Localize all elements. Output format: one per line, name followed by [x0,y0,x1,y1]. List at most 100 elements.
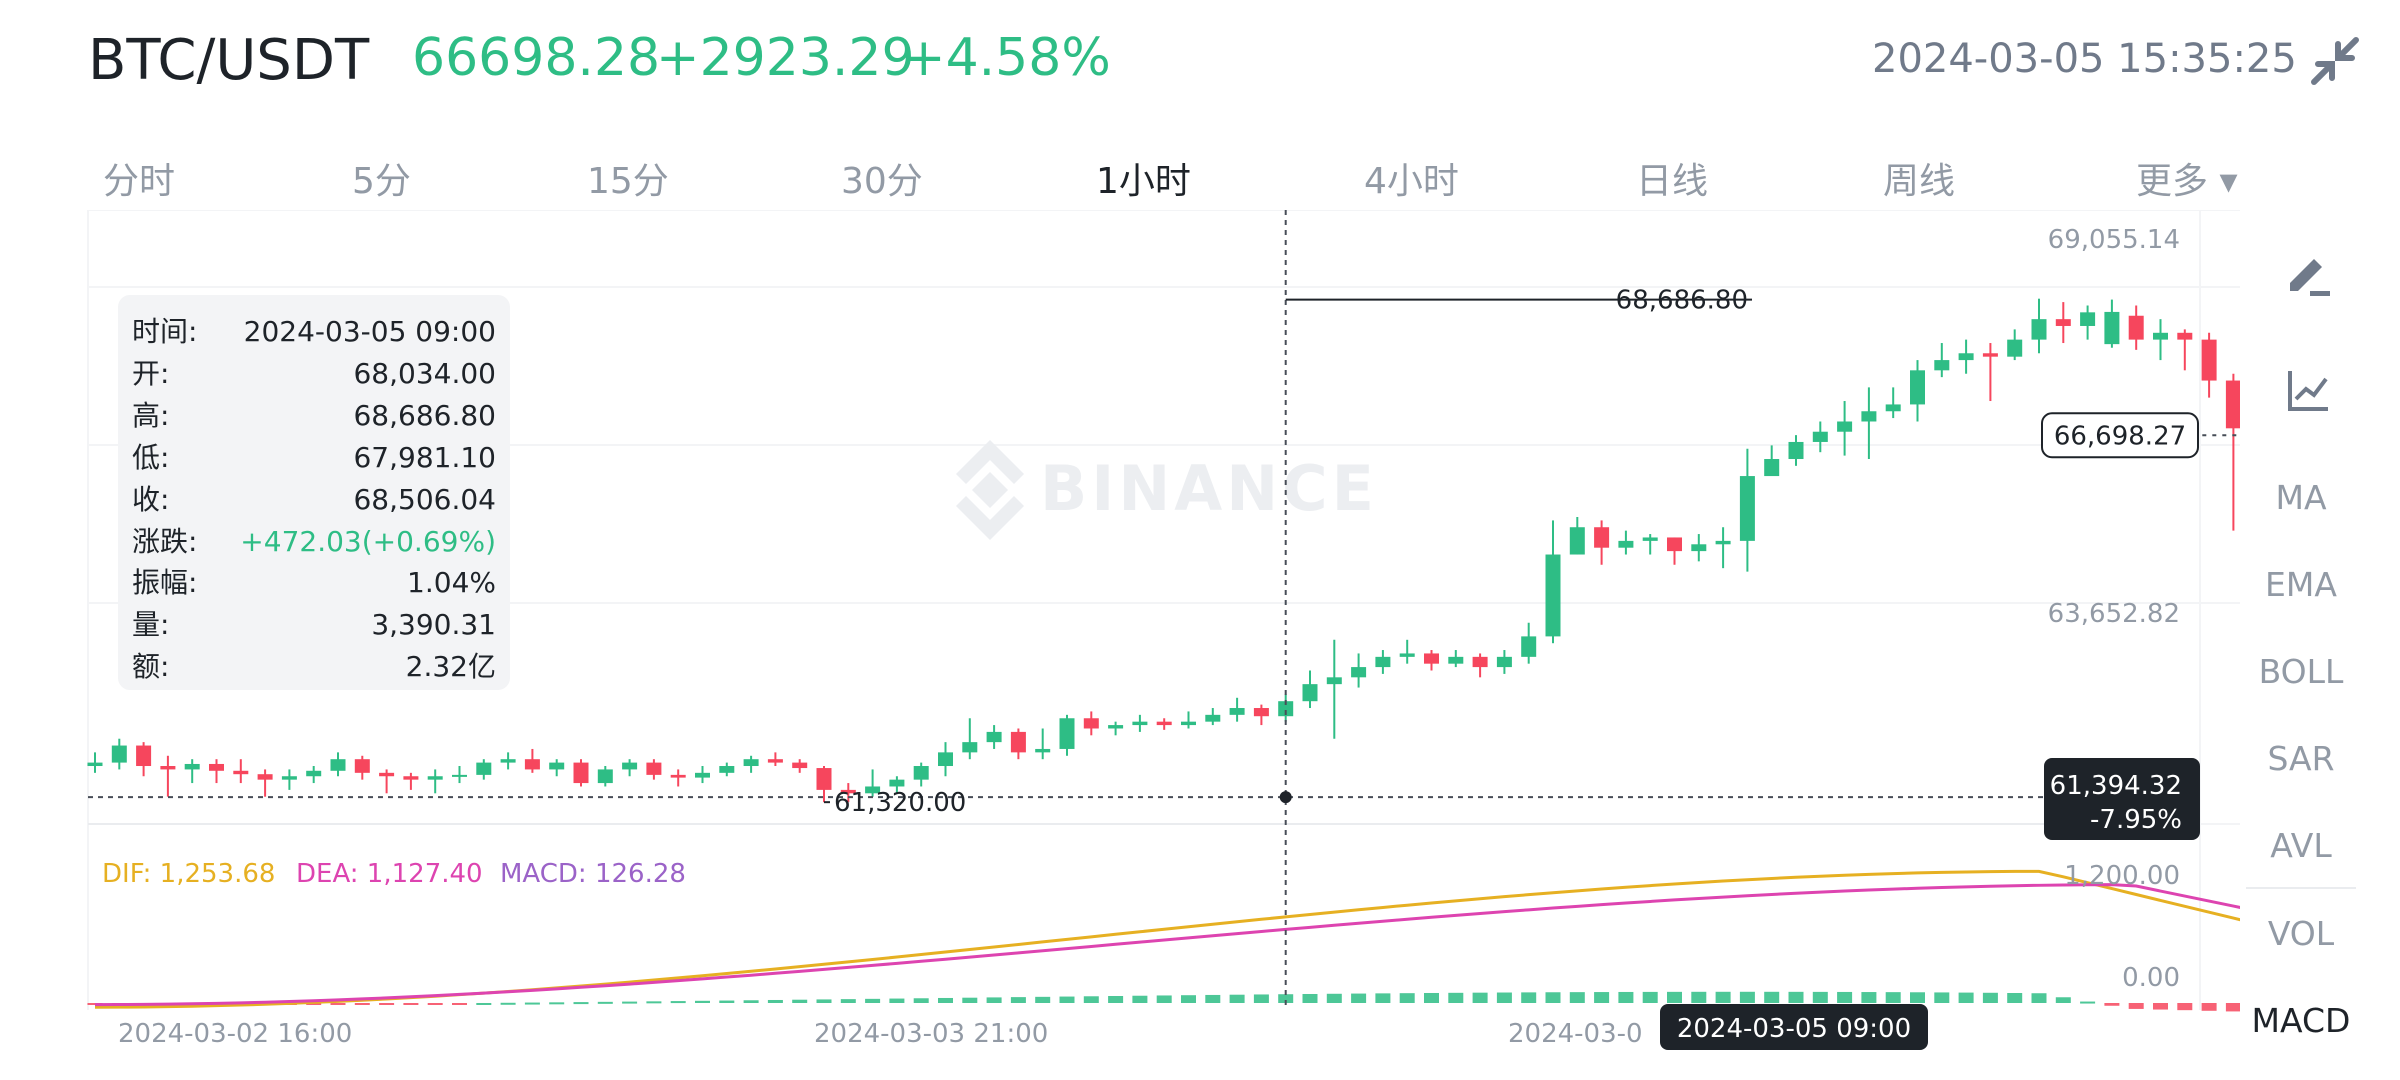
macd-bar [354,1003,370,1005]
macd-bar [1278,994,1294,1003]
toolbar-divider [2246,887,2356,889]
macd-bar [1448,992,1464,1003]
macd-bar [1982,992,1998,1003]
candle-body [1059,718,1075,749]
macd-bar [646,1001,662,1004]
candles-layer [87,298,2240,803]
chart-trend-icon[interactable] [2284,365,2334,415]
macd-bar [500,1002,516,1005]
candle-body [1205,714,1221,722]
tab-more[interactable]: 更多 ▾ [2136,161,2238,202]
toolbar-macd[interactable]: MACD [2251,1001,2351,1040]
low-marker-label: 61,320.00 [834,788,966,818]
pencil-icon[interactable] [2284,247,2334,297]
candle-body [1181,721,1196,726]
toolbar-ma[interactable]: MA [2275,478,2327,517]
candle-body [622,762,638,770]
macd-bar [889,998,905,1003]
candle-body [87,762,103,767]
candle-body [670,774,686,778]
macd-bar [1496,992,1512,1003]
candle-body [913,766,929,780]
macd-bar [427,1003,443,1005]
candle-body [209,763,224,771]
candle-body [1375,656,1391,668]
macd-bar [2104,1003,2120,1006]
candle-body [1035,748,1051,753]
macd-layer [87,869,2240,1012]
macd-bar [938,997,953,1003]
candle-body [1132,721,1148,726]
toolbar-ema[interactable]: EMA [2265,565,2337,604]
candle-body [1739,476,1755,541]
macd-bar [1472,992,1488,1003]
macd-axis-zero: 0.00 [2122,963,2180,993]
macd-bar [2080,1001,2096,1004]
candle-body [1253,708,1269,717]
macd-bar [1691,991,1707,1003]
macd-bar [2031,993,2047,1003]
candle-body [1472,656,1488,668]
tab-30m[interactable]: 30分 [841,161,923,202]
candle-body [2007,339,2023,357]
candle-body [938,752,953,767]
macd-bar [1424,992,1439,1003]
price-axis-mid: 63,652.82 [2048,599,2180,629]
candle-body [1448,656,1464,664]
candle-body [2225,380,2240,429]
candle-body [1667,537,1682,552]
candle-body [646,762,662,775]
tab-1h[interactable]: 1小时 [1096,161,1191,202]
tab-daily[interactable]: 日线 [1636,161,1709,202]
candle-body [452,774,467,777]
collapse-arrows-icon[interactable] [2308,34,2362,88]
macd-bar [330,1003,346,1005]
tab-5m[interactable]: 5分 [352,161,411,202]
tab-4h[interactable]: 4小时 [1364,161,1459,202]
tab-15m[interactable]: 15分 [587,161,669,202]
macd-bar [2128,1003,2144,1009]
candle-body [1521,636,1537,657]
tt-label: 收: [132,482,170,516]
candle-body [1788,441,1804,460]
toolbar-vol[interactable]: VOL [2267,914,2335,953]
candle-body [695,772,710,778]
candle-body [111,745,127,763]
tt-value: 68,034.00 [353,356,496,390]
candle-body [1982,353,1998,357]
tt-label: 振幅: [132,566,198,600]
macd-bar [622,1001,638,1004]
pair-title: BTC/USDT [88,28,370,93]
kline-chart[interactable]: BINANCE 61,394.32-7.95%2024-03-05 09:006… [0,210,2240,1070]
macd-bar [597,1001,613,1004]
crosshair-time-value: 2024-03-05 09:00 [1677,1014,1911,1044]
macd-bar [1715,991,1731,1003]
candle-body [1910,370,1925,405]
candle-body [889,779,905,787]
candle-body [1715,540,1731,545]
candle-body [767,759,783,763]
candle-body [427,776,443,780]
candle-body [2153,332,2168,340]
candle-tooltip: 时间: 2024-03-05 09:00 开: 68,034.00 高: 68,686… [118,295,510,690]
toolbar-sar[interactable]: SAR [2267,739,2335,778]
macd-bar [1812,991,1828,1003]
candle-body [2080,312,2096,326]
candle-body [719,766,735,773]
tab-timeline[interactable]: 分时 [103,161,176,202]
macd-bar [2177,1003,2193,1011]
tt-label: 涨跌: [132,524,198,558]
crosshair-price-pct: -7.95% [2090,805,2182,835]
tab-weekly[interactable]: 周线 [1883,161,1956,202]
candle-body [1594,527,1610,548]
high-marker-label: 68,686.80 [1616,286,1748,316]
macd-bar [1958,992,1974,1003]
macd-bar [1642,991,1658,1003]
macd-bar [719,1000,735,1003]
candle-body [1156,721,1172,726]
macd-bar [913,998,929,1003]
toolbar-avl[interactable]: AVL [2270,826,2332,865]
tt-label: 低: [132,440,170,474]
candle-body [597,769,613,784]
toolbar-boll[interactable]: BOLL [2258,652,2344,691]
